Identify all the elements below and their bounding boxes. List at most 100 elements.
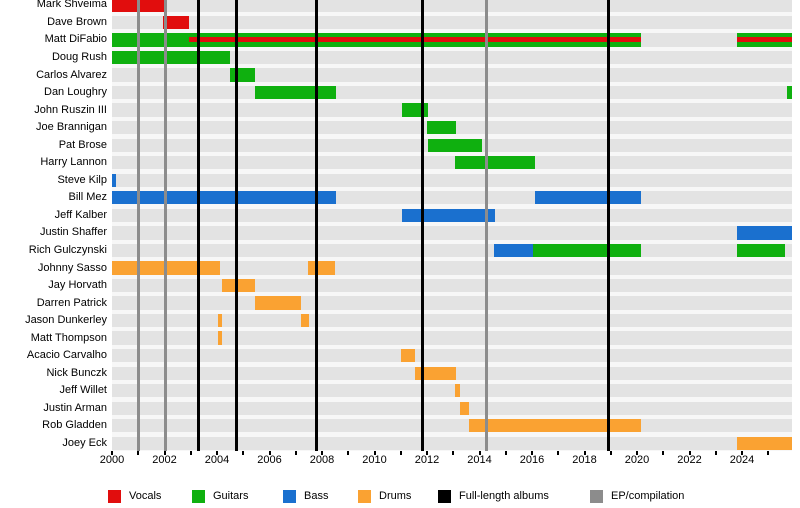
year-tick (373, 450, 376, 455)
year-tick-label: 2024 (729, 453, 755, 466)
member-name-label: Jason Dunkerley (25, 314, 107, 327)
year-tick (767, 450, 770, 455)
year-tick (478, 450, 481, 455)
row-band (112, 103, 792, 117)
year-tick-label: 2002 (152, 453, 177, 466)
row-band (112, 349, 792, 363)
member-name-label: Carlos Alvarez (36, 68, 107, 81)
secondary-role-stripe-vocals (736, 37, 792, 43)
row-band (112, 401, 792, 415)
row-band (112, 296, 792, 310)
row-band (112, 0, 792, 12)
legend-label: Vocals (129, 490, 162, 502)
member-tenure-bar-drums (222, 278, 256, 293)
member-name-label: Joe Brannigan (36, 121, 107, 134)
year-tick (583, 450, 586, 455)
member-name-label: Acacio Carvalho (26, 349, 107, 362)
member-name-label: Nick Bunczk (46, 366, 107, 379)
member-name-label: Steve Kilp (57, 173, 107, 186)
row-band (112, 173, 792, 187)
ep-compilation-line (484, 0, 488, 451)
year-tick (399, 450, 402, 455)
member-tenure-bar-guitars (428, 138, 483, 152)
member-tenure-bar-bass (534, 191, 641, 205)
year-tick (111, 450, 113, 455)
album-release-line (235, 0, 239, 451)
year-tick (137, 450, 140, 455)
member-tenure-bar-guitars (786, 85, 792, 100)
member-tenure-bar-bass (112, 191, 337, 205)
row-band (112, 278, 792, 293)
member-tenure-bar-guitars (454, 156, 535, 170)
member-tenure-bar-guitars+vocals (189, 33, 641, 47)
row-band (112, 156, 792, 170)
row-band (112, 261, 792, 275)
year-tick (216, 450, 218, 455)
album-release-line (315, 0, 319, 451)
year-tick-label: 2012 (414, 453, 440, 466)
member-tenure-bar-bass (402, 208, 496, 222)
member-tenure-bar-guitars (533, 243, 641, 258)
member-name-label: Pat Brose (58, 138, 107, 151)
member-name-label: Justin Shaffer (39, 226, 107, 239)
row-band (112, 50, 792, 65)
member-tenure-bar-drums (459, 401, 469, 415)
row-band (112, 419, 792, 433)
year-tick (688, 450, 691, 455)
row-band (112, 313, 792, 328)
year-tick (426, 450, 428, 455)
member-tenure-bar-drums (255, 296, 301, 310)
member-name-label: Darren Patrick (36, 296, 107, 309)
member-tenure-bar-drums (454, 384, 460, 398)
row-band (112, 85, 792, 100)
member-tenure-bar-bass (493, 243, 534, 258)
legend-label: EP/compilation (611, 490, 685, 502)
member-name-label: Matt DiFabio (44, 33, 107, 46)
year-tick (504, 450, 507, 455)
legend-swatch-vocals (108, 490, 121, 503)
year-tick (347, 450, 350, 455)
year-tick-label: 2018 (572, 453, 597, 466)
album-release-line (420, 0, 424, 451)
year-tick-label: 2016 (519, 453, 545, 466)
year-tick-label: 2008 (309, 453, 335, 466)
member-name-label: John Ruszin III (34, 103, 107, 116)
legend-swatch-ep_line (590, 490, 603, 503)
member-tenure-bar-guitars (112, 50, 231, 65)
year-tick (189, 450, 192, 455)
member-tenure-bar-guitars (230, 68, 256, 82)
ep-compilation-line (136, 0, 140, 451)
member-name-label: Bill Mez (68, 191, 107, 204)
legend-label: Drums (379, 490, 412, 502)
year-tick-label: 2014 (467, 453, 492, 466)
member-name-label: Matt Thompson (30, 331, 107, 344)
row-band (112, 226, 792, 240)
year-tick (268, 450, 271, 455)
secondary-role-stripe-vocals (189, 37, 641, 43)
year-tick (242, 450, 245, 455)
member-tenure-bar-guitars (427, 120, 456, 135)
album-release-line (197, 0, 201, 451)
legend-swatch-bass (283, 490, 296, 503)
year-tick (531, 450, 533, 455)
member-tenure-bar-drums (301, 313, 309, 328)
member-tenure-bar-vocals (163, 15, 190, 30)
year-tick-label: 2022 (677, 453, 702, 466)
legend-label: Bass (304, 490, 329, 502)
member-tenure-bar-drums (218, 331, 223, 345)
year-tick (714, 450, 717, 455)
member-name-label: Dan Loughry (44, 86, 107, 99)
member-tenure-bar-drums (469, 419, 641, 433)
row-band (112, 68, 792, 82)
year-tick-label: 2006 (257, 453, 282, 466)
legend-label: Full-length albums (459, 490, 549, 502)
member-tenure-bar-guitars (402, 103, 429, 117)
album-release-line (606, 0, 610, 451)
member-name-label: Rich Gulczynski (28, 243, 107, 256)
legend-swatch-drums (358, 490, 371, 503)
member-name-label: Jay Horvath (48, 279, 107, 292)
year-tick (163, 450, 166, 455)
year-tick-label: 2010 (362, 453, 387, 466)
row-band (112, 384, 792, 398)
